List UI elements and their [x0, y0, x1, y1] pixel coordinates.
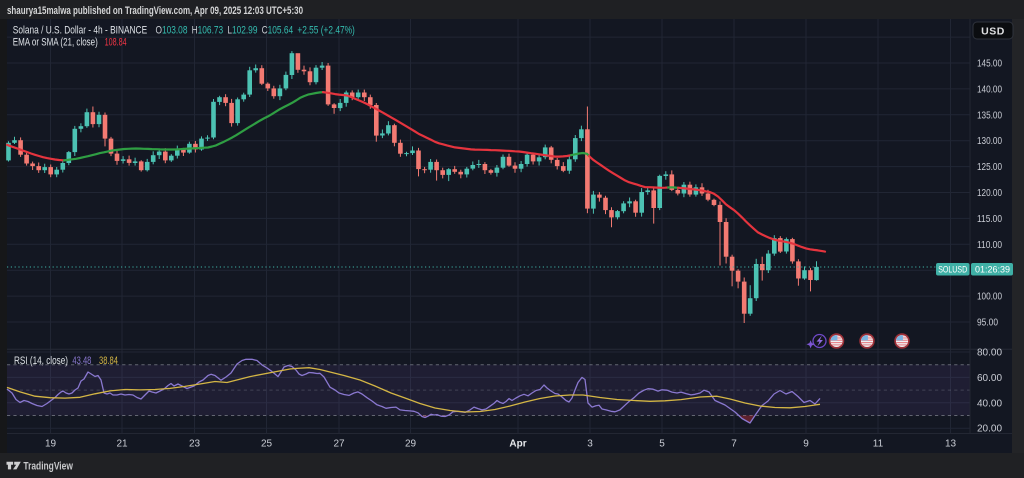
- svg-text:125.00: 125.00: [977, 162, 1002, 173]
- svg-text:EMA or SMA (21, close): EMA or SMA (21, close): [13, 36, 98, 48]
- svg-text:29: 29: [405, 439, 417, 450]
- svg-text:5: 5: [659, 439, 665, 450]
- svg-text:23: 23: [189, 439, 201, 450]
- svg-text:SOLUSD: SOLUSD: [938, 265, 967, 276]
- svg-text:Solana / U.S. Dollar - 4h - BI: Solana / U.S. Dollar - 4h - BINANCE O103…: [13, 25, 355, 37]
- svg-text:115.00: 115.00: [977, 214, 1002, 225]
- svg-text:80.00: 80.00: [977, 348, 1002, 359]
- svg-text:120.00: 120.00: [977, 188, 1002, 199]
- svg-text:108.84: 108.84: [105, 36, 127, 48]
- svg-text:9: 9: [803, 439, 809, 450]
- svg-text:40.00: 40.00: [977, 398, 1002, 409]
- svg-text:TradingView: TradingView: [23, 461, 73, 473]
- svg-text:13: 13: [945, 439, 957, 450]
- svg-text:01:26:39: 01:26:39: [975, 265, 1010, 276]
- svg-text:43.48: 43.48: [72, 355, 91, 367]
- svg-text:Apr: Apr: [509, 439, 526, 450]
- svg-text:25: 25: [261, 439, 273, 450]
- svg-text:95.00: 95.00: [977, 318, 998, 329]
- svg-text:140.00: 140.00: [977, 84, 1002, 95]
- svg-text:100.00: 100.00: [977, 292, 1002, 303]
- svg-text:38.84: 38.84: [99, 355, 118, 367]
- svg-text:110.00: 110.00: [977, 240, 1002, 251]
- svg-text:11: 11: [873, 439, 884, 450]
- svg-text:19: 19: [45, 439, 57, 450]
- svg-text:130.00: 130.00: [977, 136, 1002, 147]
- svg-text:shaurya15malwa published on Tr: shaurya15malwa published on TradingView.…: [7, 5, 303, 17]
- svg-text:20.00: 20.00: [977, 424, 1002, 435]
- svg-text:21: 21: [116, 439, 128, 450]
- svg-text:RSI (14, close): RSI (14, close): [14, 355, 68, 367]
- svg-text:27: 27: [333, 439, 345, 450]
- svg-text:USD: USD: [981, 25, 1005, 37]
- svg-text:135.00: 135.00: [977, 110, 1002, 121]
- svg-text:3: 3: [587, 439, 593, 450]
- svg-text:7: 7: [731, 439, 737, 450]
- svg-text:145.00: 145.00: [977, 59, 1002, 70]
- svg-text:60.00: 60.00: [977, 373, 1002, 384]
